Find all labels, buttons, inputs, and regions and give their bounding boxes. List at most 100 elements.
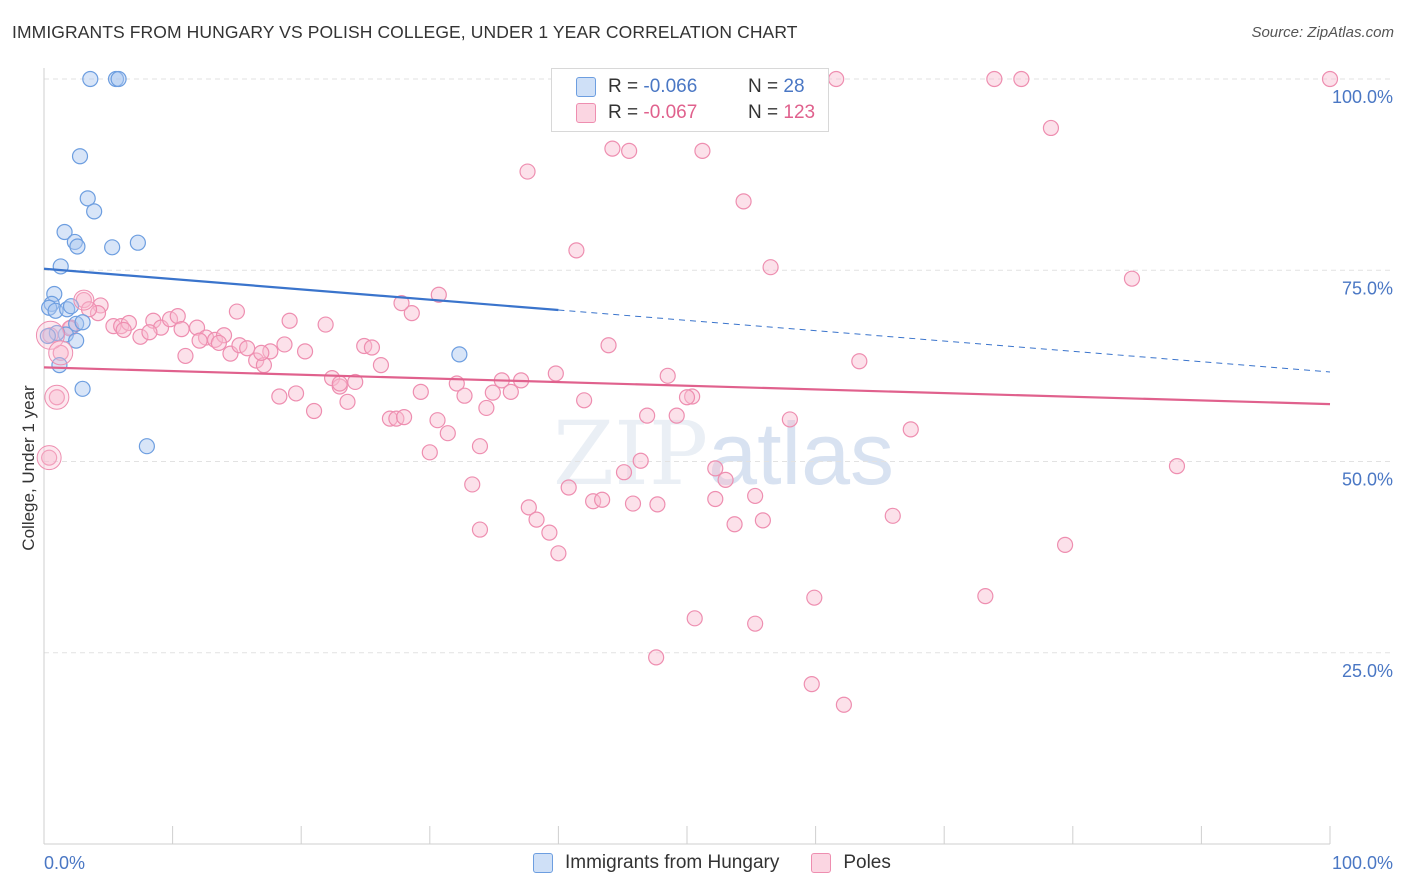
legend-r-label: R = [608, 102, 639, 123]
data-point-hungary [47, 302, 64, 319]
data-point-poles [381, 410, 399, 427]
watermark-atlas: atlas [708, 404, 895, 503]
legend-n-value: 123 [783, 102, 816, 123]
y-axis-label: College, Under 1 year [19, 385, 38, 551]
legend-n-value: 28 [783, 76, 805, 97]
trend-line-hungary [43, 267, 559, 312]
trend-line-poles [43, 366, 1331, 406]
data-point-poles [1013, 70, 1030, 88]
data-point-poles [541, 524, 558, 541]
data-point-poles [624, 495, 642, 512]
legend-swatch-poles [576, 103, 596, 123]
data-point-poles [331, 375, 348, 392]
data-point-poles [560, 479, 577, 496]
data-point-poles [621, 142, 638, 160]
trend-line-hungary-extension [558, 309, 1331, 373]
y-tick-label: 50.0% [1342, 470, 1393, 490]
data-point-poles [372, 357, 390, 374]
data-point-poles [902, 421, 919, 438]
legend-n-poles: N = 123 [748, 102, 815, 124]
data-point-poles [478, 399, 495, 417]
data-point-poles [395, 409, 413, 426]
data-point-poles [393, 295, 410, 312]
data-point-poles [430, 286, 447, 303]
data-point-poles [439, 425, 456, 442]
data-point-poles [604, 140, 621, 157]
data-point-poles [735, 193, 752, 210]
data-point-poles [835, 696, 852, 713]
data-point-poles [600, 337, 617, 354]
series-legend-swatch-hungary [533, 853, 553, 873]
data-point-poles [1321, 70, 1339, 88]
data-point-hungary [56, 223, 73, 241]
data-point-poles [762, 259, 779, 276]
data-point-poles [339, 393, 356, 410]
data-point-poles [707, 460, 724, 477]
legend-r-poles: R = -0.067 [608, 102, 748, 124]
data-point-poles [851, 353, 868, 370]
legend-n-hungary: N = 28 [748, 76, 805, 98]
legend-n-label: N = [748, 102, 779, 123]
data-point-poles [132, 328, 149, 345]
data-point-poles [986, 70, 1003, 88]
series-legend: Immigrants from Hungary Poles [533, 852, 891, 874]
data-point-hungary [129, 234, 146, 251]
x-tick-label: 100.0% [1332, 853, 1393, 873]
data-point-poles [228, 303, 245, 320]
data-point-hungary [74, 380, 91, 397]
data-point-poles [41, 449, 58, 466]
data-point-poles [828, 70, 845, 88]
data-point-poles [36, 445, 62, 471]
y-tick-label: 100.0% [1332, 87, 1393, 107]
legend-row-hungary: R = -0.066 N = 28 [576, 75, 805, 99]
data-point-poles [884, 507, 901, 524]
data-point-poles [456, 387, 473, 404]
data-point-hungary [62, 298, 80, 315]
data-point-poles [547, 365, 564, 382]
data-point-poles [35, 320, 65, 350]
data-point-poles [281, 312, 298, 329]
data-point-poles [502, 383, 519, 400]
data-point-poles [412, 383, 429, 400]
data-point-hungary [39, 327, 56, 345]
data-point-poles [173, 321, 190, 338]
data-point-poles [519, 163, 536, 180]
data-point-poles [1123, 270, 1141, 287]
chart-title: IMMIGRANTS FROM HUNGARY VS POLISH COLLEG… [12, 22, 798, 42]
data-point-poles [520, 499, 537, 516]
data-point-poles [169, 308, 186, 325]
data-point-poles [44, 384, 70, 410]
data-point-poles [747, 615, 764, 632]
data-point-poles [632, 452, 649, 469]
data-point-poles [726, 516, 743, 533]
data-point-hungary [104, 239, 121, 256]
data-point-poles [191, 332, 208, 349]
data-point-poles [48, 389, 65, 406]
data-point-poles [550, 545, 567, 562]
data-point-poles [141, 324, 158, 341]
series-legend-label-hungary: Immigrants from Hungary [565, 852, 780, 873]
data-point-poles [694, 142, 711, 160]
legend-r-label: R = [608, 76, 639, 97]
legend-n-label: N = [748, 76, 779, 97]
data-point-poles [659, 367, 676, 384]
data-point-poles [403, 304, 420, 322]
data-point-hungary [46, 285, 63, 303]
data-point-poles [363, 339, 381, 356]
data-point-poles [253, 344, 270, 361]
x-tick-label: 0.0% [44, 853, 85, 873]
data-point-hungary [68, 315, 85, 332]
data-point-poles [464, 476, 481, 493]
data-point-poles [210, 334, 227, 352]
data-point-poles [528, 511, 545, 528]
data-point-hungary [71, 148, 89, 165]
data-point-poles [686, 610, 703, 627]
data-point-poles [648, 649, 665, 666]
legend-swatch-hungary [576, 77, 596, 97]
data-point-poles [484, 384, 501, 401]
series-legend-label-poles: Poles [843, 852, 891, 873]
data-point-poles [639, 407, 656, 424]
data-point-hungary [68, 332, 85, 349]
data-point-poles [747, 487, 764, 505]
